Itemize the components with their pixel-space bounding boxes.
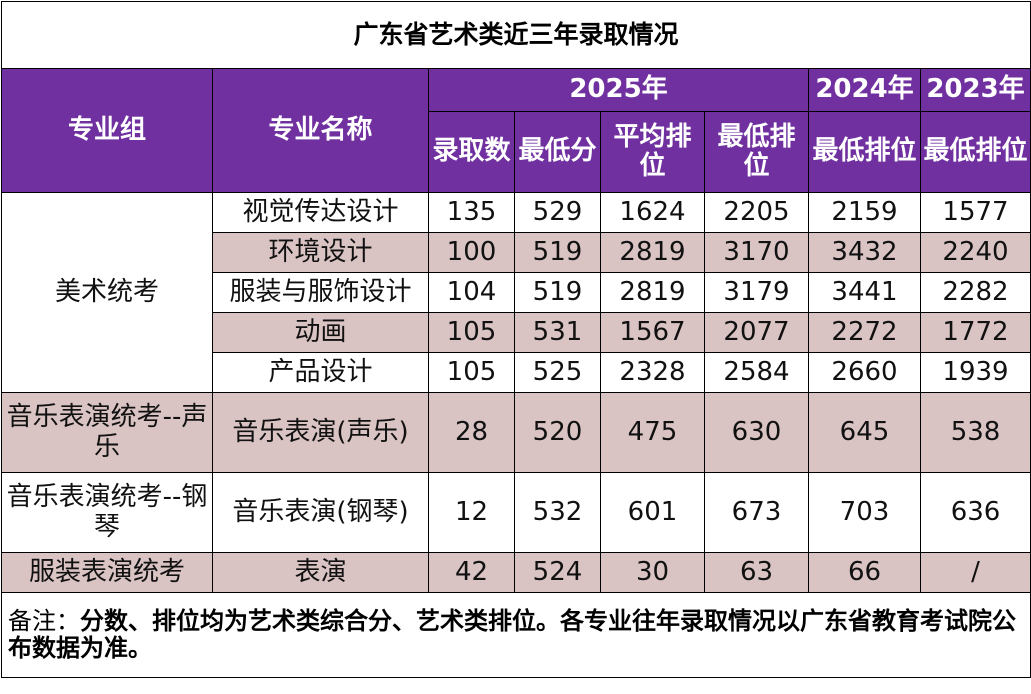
header-group: 专业组 — [1, 68, 213, 193]
count-cell: 100 — [428, 232, 515, 273]
avg-rank-cell: 2819 — [600, 232, 705, 273]
major-cell: 服装与服饰设计 — [212, 272, 429, 313]
avg-rank-cell: 475 — [600, 392, 705, 473]
avg-rank-cell: 2819 — [600, 272, 705, 313]
header-year-2024: 2024年 — [808, 68, 921, 112]
avg-rank-cell: 601 — [600, 472, 705, 553]
count-cell: 104 — [428, 272, 515, 313]
min-score-cell: 519 — [514, 272, 601, 313]
header-year-2023: 2023年 — [919, 68, 1031, 112]
header-min-rank-2023: 最低排位 — [919, 111, 1031, 193]
footnote: 备注：分数、排位均为艺术类综合分、艺术类排位。各专业往年录取情况以广东省教育考试… — [0, 592, 1031, 678]
table-title: 广东省艺术类近三年录取情况 — [0, 1, 1031, 69]
major-cell: 环境设计 — [212, 232, 429, 273]
min-rank-2024-cell: 3432 — [808, 232, 921, 273]
min-rank-cell: 63 — [704, 552, 809, 593]
min-rank-2023-cell: 1577 — [919, 192, 1031, 233]
count-cell: 105 — [428, 312, 515, 353]
min-rank-2024-cell: 3441 — [808, 272, 921, 313]
min-score-cell: 524 — [514, 552, 601, 593]
table-row: 产品设计 105 525 2328 2584 2660 1939 — [2, 352, 1031, 393]
group-cell-piano: 音乐表演统考--钢琴 — [1, 472, 213, 553]
min-rank-2023-cell: 1939 — [919, 352, 1031, 393]
min-rank-2023-cell: 1772 — [919, 312, 1031, 353]
footnote-label: 备注： — [8, 607, 80, 636]
min-rank-cell: 2584 — [704, 352, 809, 393]
header-admitted-count: 录取数 — [428, 111, 515, 193]
major-cell: 动画 — [212, 312, 429, 353]
group-cell-art: 美术统考 — [1, 192, 213, 393]
count-cell: 42 — [428, 552, 515, 593]
table-row: 音乐表演统考--声乐 音乐表演(声乐) 28 520 475 630 645 5… — [1, 392, 1031, 473]
major-cell: 视觉传达设计 — [212, 192, 429, 233]
min-rank-2024-cell: 2159 — [808, 192, 921, 233]
table-row: 音乐表演统考--钢琴 音乐表演(钢琴) 12 532 601 673 703 6… — [1, 472, 1031, 553]
min-rank-cell: 3179 — [704, 272, 809, 313]
min-rank-cell: 3170 — [704, 232, 809, 273]
table-row: 环境设计 100 519 2819 3170 3432 2240 — [2, 232, 1031, 273]
min-rank-cell: 673 — [704, 472, 809, 553]
min-score-cell: 519 — [514, 232, 601, 273]
admission-table: 广东省艺术类近三年录取情况 专业组 专业名称 2025年 2024年 2023年… — [0, 1, 1031, 678]
avg-rank-cell: 1567 — [600, 312, 705, 353]
min-rank-cell: 2205 — [704, 192, 809, 233]
major-cell: 产品设计 — [212, 352, 429, 393]
min-rank-2024-cell: 66 — [808, 552, 921, 593]
min-rank-2023-cell: 538 — [919, 392, 1031, 473]
footnote-text: 分数、排位均为艺术类综合分、艺术类排位。各专业往年录取情况以广东省教育考试院公布… — [8, 607, 1016, 662]
group-cell-vocal: 音乐表演统考--声乐 — [1, 392, 213, 473]
major-cell: 音乐表演(钢琴) — [212, 472, 429, 553]
header-year-2025: 2025年 — [428, 68, 809, 112]
min-score-cell: 531 — [514, 312, 601, 353]
major-cell: 表演 — [212, 552, 429, 593]
min-rank-2024-cell: 703 — [808, 472, 921, 553]
avg-rank-cell: 30 — [600, 552, 705, 593]
min-score-cell: 525 — [514, 352, 601, 393]
min-rank-2024-cell: 2660 — [808, 352, 921, 393]
header-min-score: 最低分 — [514, 111, 601, 193]
min-rank-2024-cell: 2272 — [808, 312, 921, 353]
header-min-rank-2025: 最低排位 — [704, 111, 809, 193]
min-rank-2023-cell: 636 — [919, 472, 1031, 553]
count-cell: 28 — [428, 392, 515, 473]
major-cell: 音乐表演(声乐) — [212, 392, 429, 473]
min-rank-2023-cell: / — [919, 552, 1031, 593]
min-score-cell: 532 — [514, 472, 601, 553]
table-row: 服装与服饰设计 104 519 2819 3179 3441 2282 — [2, 272, 1031, 313]
min-rank-cell: 630 — [704, 392, 809, 473]
header-min-rank-2024: 最低排位 — [808, 111, 921, 193]
count-cell: 12 — [428, 472, 515, 553]
group-cell-fashion: 服装表演统考 — [1, 552, 213, 593]
min-rank-2024-cell: 645 — [808, 392, 921, 473]
header-major: 专业名称 — [212, 68, 429, 193]
count-cell: 105 — [428, 352, 515, 393]
min-rank-2023-cell: 2240 — [919, 232, 1031, 273]
min-rank-cell: 2077 — [704, 312, 809, 353]
min-score-cell: 520 — [514, 392, 601, 473]
min-score-cell: 529 — [514, 192, 601, 233]
header-avg-rank: 平均排位 — [600, 111, 705, 193]
table-row: 美术统考 视觉传达设计 135 529 1624 2205 2159 1577 — [1, 192, 1031, 393]
table-row: 服装表演统考 表演 42 524 30 63 66 / — [1, 552, 1031, 593]
avg-rank-cell: 1624 — [600, 192, 705, 233]
avg-rank-cell: 2328 — [600, 352, 705, 393]
count-cell: 135 — [428, 192, 515, 233]
min-rank-2023-cell: 2282 — [919, 272, 1031, 313]
